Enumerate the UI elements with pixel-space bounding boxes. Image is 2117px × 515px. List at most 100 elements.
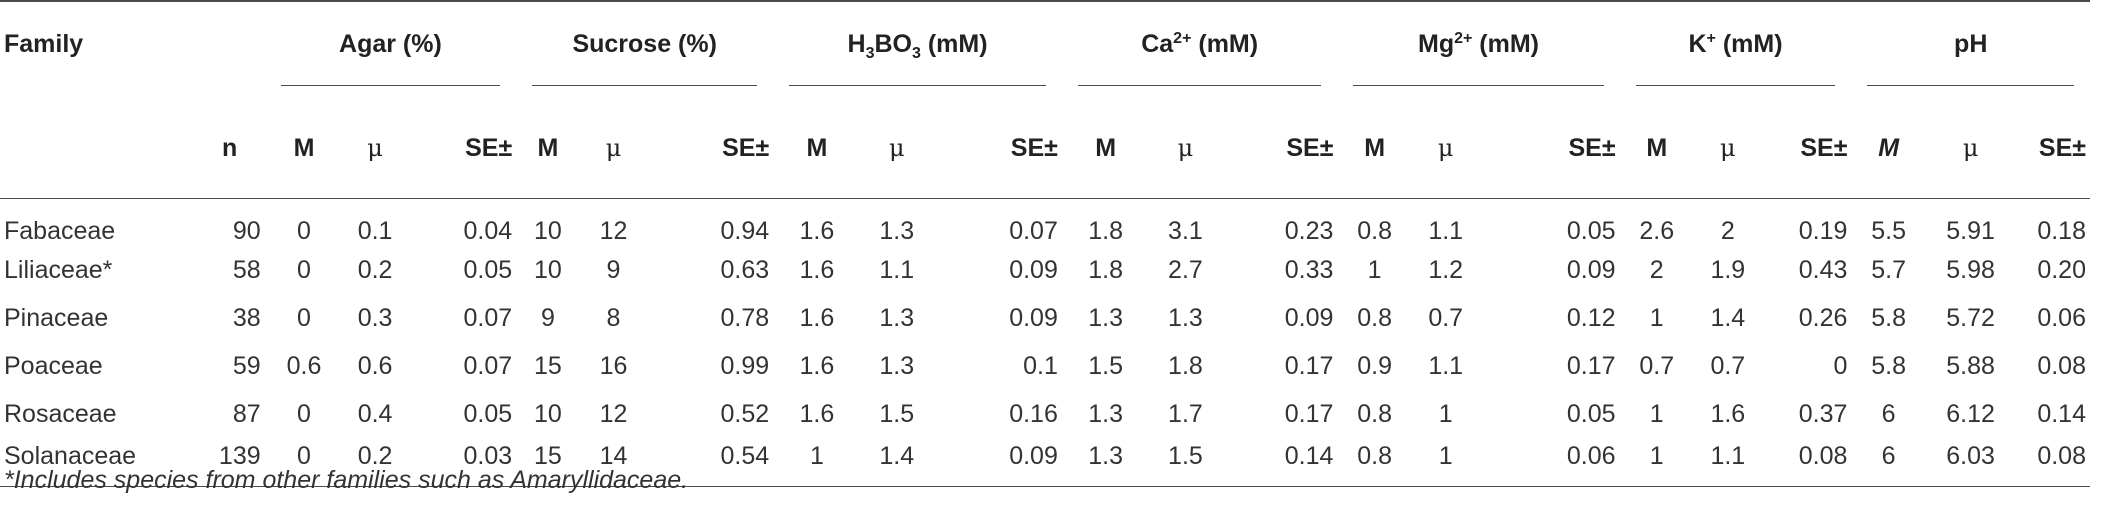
potassium-mu-cell: 1.4 — [1710, 304, 1746, 332]
calcium-m-cell: 1.8 — [1088, 256, 1123, 284]
potassium-se-cell: 0.43 — [1798, 256, 1848, 284]
agar-m-header: M — [264, 112, 344, 199]
h3bo3-mu-cell: 1.3 — [879, 352, 915, 380]
h3bo3-mu-header: μ — [860, 112, 933, 199]
calcium-se-header: SE± — [1221, 112, 1338, 199]
agar-mu-cell: 0.3 — [357, 304, 393, 332]
potassium-se-header: SE± — [1761, 112, 1852, 199]
sucrose-se-cell: 0.63 — [720, 256, 770, 284]
ph-header: pH — [1851, 0, 2090, 112]
n-header: n — [194, 112, 265, 199]
sucrose-mu-cell: 16 — [599, 352, 628, 380]
family-header: Family — [0, 0, 195, 112]
ph-mu-cell: 5.91 — [1946, 217, 1995, 246]
sucrose-mu-header: μ — [579, 112, 648, 199]
potassium-m-cell: 1 — [1649, 304, 1664, 332]
magnesium-se-cell: 0.05 — [1566, 217, 1616, 246]
footnote: *Includes species from other families su… — [4, 466, 689, 494]
magnesium-m-cell: 0.8 — [1357, 400, 1392, 428]
h3bo3-mu-cell: 1.5 — [879, 400, 915, 428]
agar-m-cell: 0 — [264, 438, 344, 487]
h3bo3-mu-cell: 1.3 — [879, 304, 915, 332]
table-row: Liliaceae* 58 0 0.2 0.05 10 9 0.63 1.6 1.1 0.09 1.8… — [0, 247, 2090, 295]
n-cell: 38 — [232, 304, 261, 332]
agar-m-cell: 0 — [297, 400, 311, 428]
calcium-m-header: M — [1061, 112, 1150, 199]
h3bo3-m-cell: 1.6 — [799, 352, 835, 380]
potassium-m-cell: 0.7 — [1639, 352, 1675, 380]
family-cell: Liliaceae* — [4, 256, 113, 284]
potassium-se-cell: 0 — [1833, 352, 1848, 380]
ph-mu-cell: 5.88 — [1946, 352, 1995, 380]
agar-m-cell: 0.6 — [286, 352, 322, 380]
table-row: Pinaceae 38 0 0.3 0.07 9 8 0.78 1.6 1.3 0.09 1.3 1.3… — [0, 295, 2090, 343]
calcium-mu-cell: 3.1 — [1168, 217, 1203, 246]
potassium-m-cell: 1 — [1619, 438, 1694, 487]
calcium-se-cell: 0.23 — [1284, 217, 1334, 246]
magnesium-m-cell: 0.9 — [1357, 352, 1392, 380]
h3bo3-se-header: SE± — [932, 112, 1062, 199]
family-cell: Pinaceae — [4, 304, 109, 332]
agar-mu-header: μ — [343, 112, 407, 199]
agar-se-cell: 0.07 — [463, 352, 513, 380]
h3bo3-m-cell: 1.6 — [799, 304, 835, 332]
magnesium-mu-header: μ — [1411, 112, 1480, 199]
ph-mu-cell: 6.12 — [1946, 400, 1995, 428]
h3bo3-header: H3BO3 (mM) — [773, 0, 1062, 112]
h3bo3-se-cell: 0.1 — [1023, 352, 1058, 380]
sucrose-m-header: M — [516, 112, 580, 199]
calcium-se-cell: 0.33 — [1284, 256, 1334, 284]
agar-mu-cell: 0.1 — [357, 217, 393, 246]
potassium-mu-cell: 1.6 — [1710, 400, 1746, 428]
sucrose-se-cell: 0.52 — [720, 400, 770, 428]
ph-mu-cell: 5.72 — [1946, 304, 1995, 332]
magnesium-header: Mg2+ (mM) — [1337, 0, 1620, 112]
ph-se-cell: 0.08 — [2037, 352, 2086, 380]
agar-se-cell: 0.03 — [406, 438, 517, 487]
ph-mu-header: μ — [1925, 112, 2016, 199]
ph-se-cell: 0.08 — [2015, 438, 2090, 487]
sucrose-m-cell: 9 — [540, 304, 555, 332]
sucrose-m-cell: 15 — [533, 352, 562, 380]
table-row: Poaceae 59 0.6 0.6 0.07 15 16 0.99 1.6 1.3 0.1 1.5 1… — [0, 343, 2090, 391]
magnesium-mu-cell: 1 — [1411, 438, 1480, 487]
data-table: Family Agar (%) Sucrose (%) H3BO3 (mM) C… — [0, 0, 2090, 487]
ph-m-cell: 5.5 — [1871, 217, 1906, 246]
h3bo3-se-cell: 0.09 — [1009, 304, 1058, 332]
ph-m-header: M — [1851, 112, 1926, 199]
potassium-m-cell: 2 — [1649, 256, 1664, 284]
ph-se-header: SE± — [2015, 112, 2090, 199]
ph-mu-cell: 6.03 — [1925, 438, 2016, 487]
table-row: Rosaceae 87 0 0.4 0.05 10 12 0.52 1.6 1.5 0.16 1.3 1… — [0, 391, 2090, 439]
h3bo3-m-cell: 1.6 — [799, 400, 835, 428]
n-cell: 59 — [232, 352, 261, 380]
magnesium-se-header: SE± — [1479, 112, 1620, 199]
ph-m-cell: 5.8 — [1871, 352, 1906, 380]
calcium-mu-cell: 1.5 — [1149, 438, 1222, 487]
ph-m-cell: 5.8 — [1871, 304, 1906, 332]
family-cell: Poaceae — [4, 352, 103, 380]
sucrose-m-cell: 10 — [533, 256, 562, 284]
magnesium-mu-cell: 1 — [1438, 400, 1453, 428]
group-header-row: Family Agar (%) Sucrose (%) H3BO3 (mM) C… — [0, 0, 2090, 112]
magnesium-m-header: M — [1337, 112, 1412, 199]
calcium-m-cell: 1.5 — [1088, 352, 1123, 380]
potassium-mu-cell: 1.9 — [1710, 256, 1746, 284]
table-body: Fabaceae 90 0 0.1 0.04 10 12 0.94 1.6 1.3 0.07 1.8 3… — [0, 199, 2090, 487]
table-row: Solanaceae 139 0 0.2 0.03 15 14 0.54 1 1.4 0.09 1.3… — [0, 438, 2090, 487]
h3bo3-m-cell: 1.6 — [799, 256, 835, 284]
agar-se-cell: 0.05 — [463, 256, 513, 284]
agar-se-header: SE± — [406, 112, 517, 199]
sucrose-m-cell: 15 — [516, 438, 580, 487]
sucrose-m-cell: 10 — [533, 217, 562, 246]
sub-header-row: n M μ SE± M μ SE± M μ SE± M μ SE± M μ SE… — [0, 112, 2090, 199]
potassium-se-cell: 0.19 — [1798, 217, 1848, 246]
sucrose-se-cell: 0.54 — [647, 438, 774, 487]
agar-mu-cell: 0.2 — [343, 438, 407, 487]
n-cell: 139 — [194, 438, 265, 487]
h3bo3-se-cell: 0.16 — [1009, 400, 1058, 428]
calcium-mu-cell: 1.7 — [1168, 400, 1203, 428]
potassium-se-cell: 0.08 — [1761, 438, 1852, 487]
h3bo3-mu-cell: 1.3 — [879, 217, 915, 246]
sucrose-mu-cell: 14 — [579, 438, 648, 487]
